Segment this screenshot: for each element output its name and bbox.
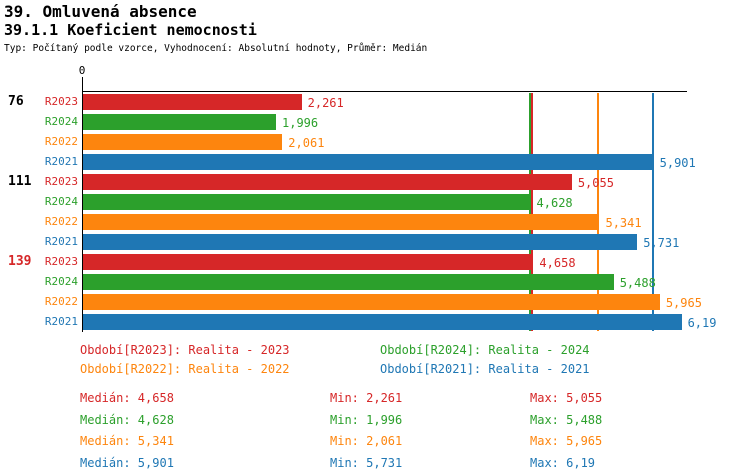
bar-value-label: 2,061 (288, 136, 325, 150)
stat-min-r2023: Min: 2,261 (330, 391, 403, 405)
median-line-r2021 (651, 93, 654, 331)
legend-item-r2024: Období[R2024]: Realita - 2024 (380, 343, 590, 357)
chart-meta: Typ: Počítaný podle vzorce, Vyhodnocení:… (4, 43, 428, 54)
row-label-r2021: R2021 (44, 235, 78, 248)
bar-value-label: 1,996 (282, 116, 319, 130)
legend-item-r2021: Období[R2021]: Realita - 2021 (380, 362, 590, 376)
bar-value-label: 5,731 (643, 236, 680, 250)
page-subtitle: 39.1.1 Koeficient nemocnosti (4, 21, 257, 39)
legend-item-r2023: Období[R2023]: Realita - 2023 (80, 343, 290, 357)
bar-value-label: 5,965 (665, 296, 702, 310)
bar-r2024 (83, 274, 614, 290)
row-label-r2024: R2024 (44, 275, 78, 288)
row-label-r2022: R2022 (44, 295, 78, 308)
median-line-r2023 (531, 93, 534, 331)
row-label-r2023: R2023 (44, 95, 78, 108)
bar-r2022 (83, 134, 283, 150)
group-label: 111 (8, 174, 32, 189)
bar-value-label: 5,341 (605, 216, 642, 230)
row-label-r2022: R2022 (44, 135, 78, 148)
bar-r2023 (83, 94, 302, 110)
row-label-r2021: R2021 (44, 315, 78, 328)
bar-value-label: 5,901 (659, 156, 696, 170)
stat-median-r2022: Medián: 5,341 (80, 434, 174, 448)
row-label-r2024: R2024 (44, 115, 78, 128)
row-label-r2022: R2022 (44, 215, 78, 228)
row-label-r2021: R2021 (44, 155, 78, 168)
bar-r2021 (83, 314, 682, 330)
bar-chart: 0 76 R2023 2,261 R2024 1,996 R2022 2,061 R2021 5… (8, 64, 717, 332)
stat-max-r2022: Max: 5,965 (530, 434, 603, 448)
row-label-r2023: R2023 (44, 255, 78, 268)
stat-median-r2021: Medián: 5,901 (80, 455, 174, 470)
bar-r2023 (83, 254, 534, 270)
page-title: 39. Omluvená absence (4, 2, 197, 21)
bar-r2022 (83, 294, 660, 310)
y-axis-line (82, 77, 83, 332)
stat-max-r2023: Max: 5,055 (530, 391, 603, 405)
bar-r2021 (83, 234, 638, 250)
bar-r2021 (83, 154, 654, 170)
group-label: 76 (8, 94, 24, 109)
bar-r2024 (83, 194, 531, 210)
bar-value-label: 6,19 (687, 316, 717, 330)
bar-r2023 (83, 174, 572, 190)
stat-max-r2021: Max: 6,19 (530, 455, 596, 470)
stat-min-r2021: Min: 5,731 (330, 455, 403, 470)
bar-value-label: 5,055 (577, 176, 614, 190)
bar-r2024 (83, 114, 276, 130)
stat-min-r2024: Min: 1,996 (330, 412, 403, 427)
stat-max-r2024: Max: 5,488 (530, 412, 603, 427)
legend-item-r2022: Období[R2022]: Realita - 2022 (80, 362, 290, 376)
row-label-r2024: R2024 (44, 195, 78, 208)
bar-value-label: 4,658 (539, 256, 576, 270)
axis-zero-label: 0 (78, 64, 86, 77)
stat-min-r2022: Min: 2,061 (330, 434, 403, 448)
group-label: 139 (8, 254, 32, 269)
stat-median-r2024: Medián: 4,628 (80, 412, 174, 427)
median-line-r2024 (528, 93, 531, 331)
x-axis-line (82, 91, 687, 92)
bar-r2022 (83, 214, 600, 230)
stat-median-r2023: Medián: 4,658 (80, 391, 174, 405)
row-label-r2023: R2023 (44, 175, 78, 188)
median-line-r2022 (597, 93, 600, 331)
bar-value-label: 4,628 (536, 196, 573, 210)
bar-value-label: 2,261 (307, 96, 344, 110)
bar-value-label: 5,488 (619, 276, 656, 290)
